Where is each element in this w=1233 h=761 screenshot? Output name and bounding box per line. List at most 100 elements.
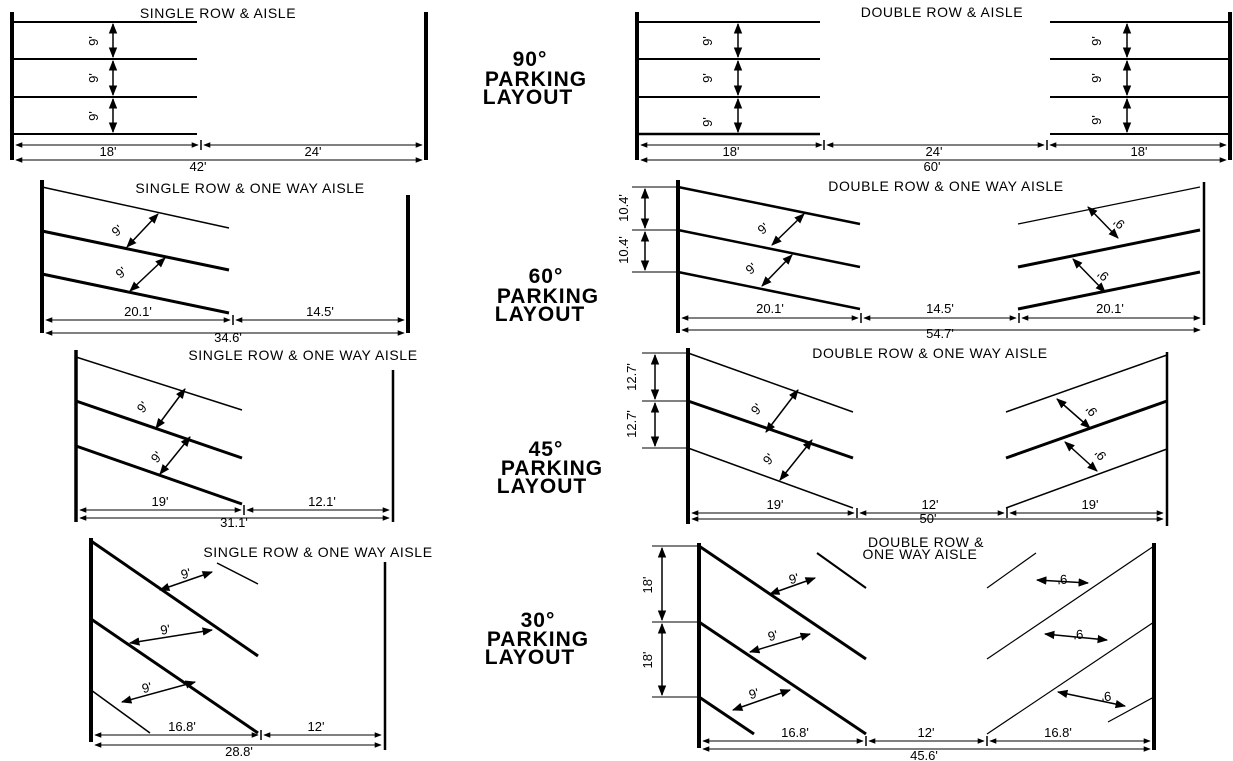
stall-width-arrow xyxy=(748,632,812,654)
aisle-width-label: 12' xyxy=(308,719,325,734)
stall-width-arrow xyxy=(1056,398,1091,429)
layout-45-single-title: SINGLE ROW & ONE WAY AISLE xyxy=(188,347,417,363)
stall-line xyxy=(1017,270,1201,311)
stall-width-arrow xyxy=(761,254,793,287)
stall-line xyxy=(677,270,861,311)
curb-length-label: 10.4' xyxy=(616,194,631,222)
stall-width-arrow xyxy=(765,389,799,433)
stall-line xyxy=(216,562,259,585)
stall-depth-label: 19' xyxy=(152,494,169,509)
stall-width-label: 9' xyxy=(748,401,766,418)
stall-line xyxy=(986,545,1155,660)
stall-depth-label: 19' xyxy=(1082,497,1099,512)
total-width-label: 50' xyxy=(920,511,937,526)
stall-width-arrow xyxy=(771,213,805,246)
stall-line xyxy=(698,695,755,736)
stall-depth-label: 16.8' xyxy=(168,719,196,734)
stall-line xyxy=(1107,696,1155,723)
heading-angle: 90° xyxy=(513,48,548,71)
layout-60-single-title: SINGLE ROW & ONE WAY AISLE xyxy=(135,180,364,196)
layout-45-double: DOUBLE ROW & ONE WAY AISLE 12.7' 12.7' 9… xyxy=(624,345,1169,526)
stall-width-arrow xyxy=(1064,441,1098,472)
aisle-width-label: 14.5' xyxy=(926,301,954,316)
layout-90-single-title: SINGLE ROW & AISLE xyxy=(140,5,296,21)
stall-width-label: 9' xyxy=(743,260,760,278)
stall-width-label: 9' xyxy=(148,449,166,466)
aisle-width-label: 24' xyxy=(926,144,943,159)
heading-word: PARKING xyxy=(485,68,587,91)
total-width-label: 42' xyxy=(190,159,207,174)
stall-width-label: 9' xyxy=(760,451,778,468)
stall-width-arrow xyxy=(1087,206,1119,239)
total-width-label: 31.1' xyxy=(220,515,248,530)
heading-word: LAYOUT xyxy=(497,475,587,498)
layout-45-single: SINGLE ROW & ONE WAY AISLE 9' 9' 19' 12.… xyxy=(74,347,417,530)
layout-30-single-title: SINGLE ROW & ONE WAY AISLE xyxy=(203,544,432,560)
heading-word: LAYOUT xyxy=(483,86,573,109)
total-width-label: 60' xyxy=(924,159,941,174)
stall-line xyxy=(687,447,854,509)
stall-width-label: 9' xyxy=(1083,402,1101,419)
layout-45: SINGLE ROW & ONE WAY AISLE 9' 9' 19' 12.… xyxy=(74,345,1169,530)
layout-90-double: DOUBLE ROW & AISLE 9' 9' 9' 9' 9' 9' xyxy=(635,4,1232,174)
layout-45-heading: 45° PARKING LAYOUT xyxy=(497,438,603,498)
curb-length-label: 10.4' xyxy=(616,236,631,264)
stall-width-arrow xyxy=(1043,630,1109,644)
stall-line xyxy=(986,621,1155,735)
stall-width-label: 9' xyxy=(1073,627,1084,643)
stall-line xyxy=(1017,186,1201,225)
stall-width-label: 9' xyxy=(1095,267,1112,285)
stall-width-arrow xyxy=(779,439,813,481)
stall-width-label: 9' xyxy=(1089,36,1104,46)
curb-length-label: 18' xyxy=(640,577,655,594)
heading-word: LAYOUT xyxy=(495,303,585,326)
stall-width-label: 9' xyxy=(1089,115,1104,125)
stall-width-label: 9' xyxy=(1089,73,1104,83)
stall-line xyxy=(1005,399,1168,460)
stall-depth-label: 20.1' xyxy=(1096,301,1124,316)
layout-90-heading: 90° PARKING LAYOUT xyxy=(483,48,587,109)
stall-width-label: 9' xyxy=(1111,215,1128,233)
stall-line xyxy=(816,552,867,589)
stall-line xyxy=(698,544,867,661)
stall-line xyxy=(90,617,259,735)
stall-width-label: 9' xyxy=(109,222,126,240)
layout-45-double-title: DOUBLE ROW & ONE WAY AISLE xyxy=(812,345,1048,361)
layout-90-single: SINGLE ROW & AISLE 9' 9' 9' 18' 24' 42' xyxy=(10,5,428,174)
stall-line xyxy=(698,620,867,736)
heading-angle: 60° xyxy=(529,265,564,288)
curb-length-label: 18' xyxy=(640,652,655,669)
stall-width-arrow xyxy=(159,436,191,475)
stall-line xyxy=(75,356,243,411)
layout-90-double-title: DOUBLE ROW & AISLE xyxy=(861,4,1024,20)
stall-depth-label: 18' xyxy=(723,144,740,159)
layout-30-double-title-line2: ONE WAY AISLE xyxy=(863,546,978,562)
stall-width-label: 9' xyxy=(700,73,715,83)
stall-width-label: 9' xyxy=(140,679,153,696)
stall-line xyxy=(1005,448,1168,509)
total-width-label: 28.8' xyxy=(225,744,253,759)
stall-width-arrow xyxy=(155,388,186,429)
stall-width-arrow xyxy=(126,213,159,248)
stall-width-arrow xyxy=(1056,689,1127,709)
stall-width-arrow xyxy=(120,680,197,704)
layout-60-heading: 60° PARKING LAYOUT xyxy=(495,265,599,326)
stall-width-arrow xyxy=(159,571,213,591)
layout-60-double-title: DOUBLE ROW & ONE WAY AISLE xyxy=(828,178,1064,194)
stall-width-arrow xyxy=(128,627,214,646)
heading-word: PARKING xyxy=(501,457,603,480)
stall-line xyxy=(41,186,230,229)
heading-word: PARKING xyxy=(497,285,599,308)
aisle-width-label: 12' xyxy=(918,725,935,740)
stall-line xyxy=(1017,228,1201,269)
layout-60-single: SINGLE ROW & ONE WAY AISLE 9' 9' 20.1' 1… xyxy=(40,180,410,345)
total-width-label: 34.6' xyxy=(214,330,242,345)
layout-30-double: DOUBLE ROW & ONE WAY AISLE 18' 18' 9' 9' xyxy=(640,534,1156,761)
stall-line xyxy=(677,228,861,269)
layout-30-double-title-line1: DOUBLE ROW & xyxy=(868,534,984,550)
stall-depth-label: 18' xyxy=(100,144,117,159)
stall-width-label: 9' xyxy=(159,621,171,637)
stall-width-arrow xyxy=(129,257,166,292)
stall-line xyxy=(90,539,259,658)
